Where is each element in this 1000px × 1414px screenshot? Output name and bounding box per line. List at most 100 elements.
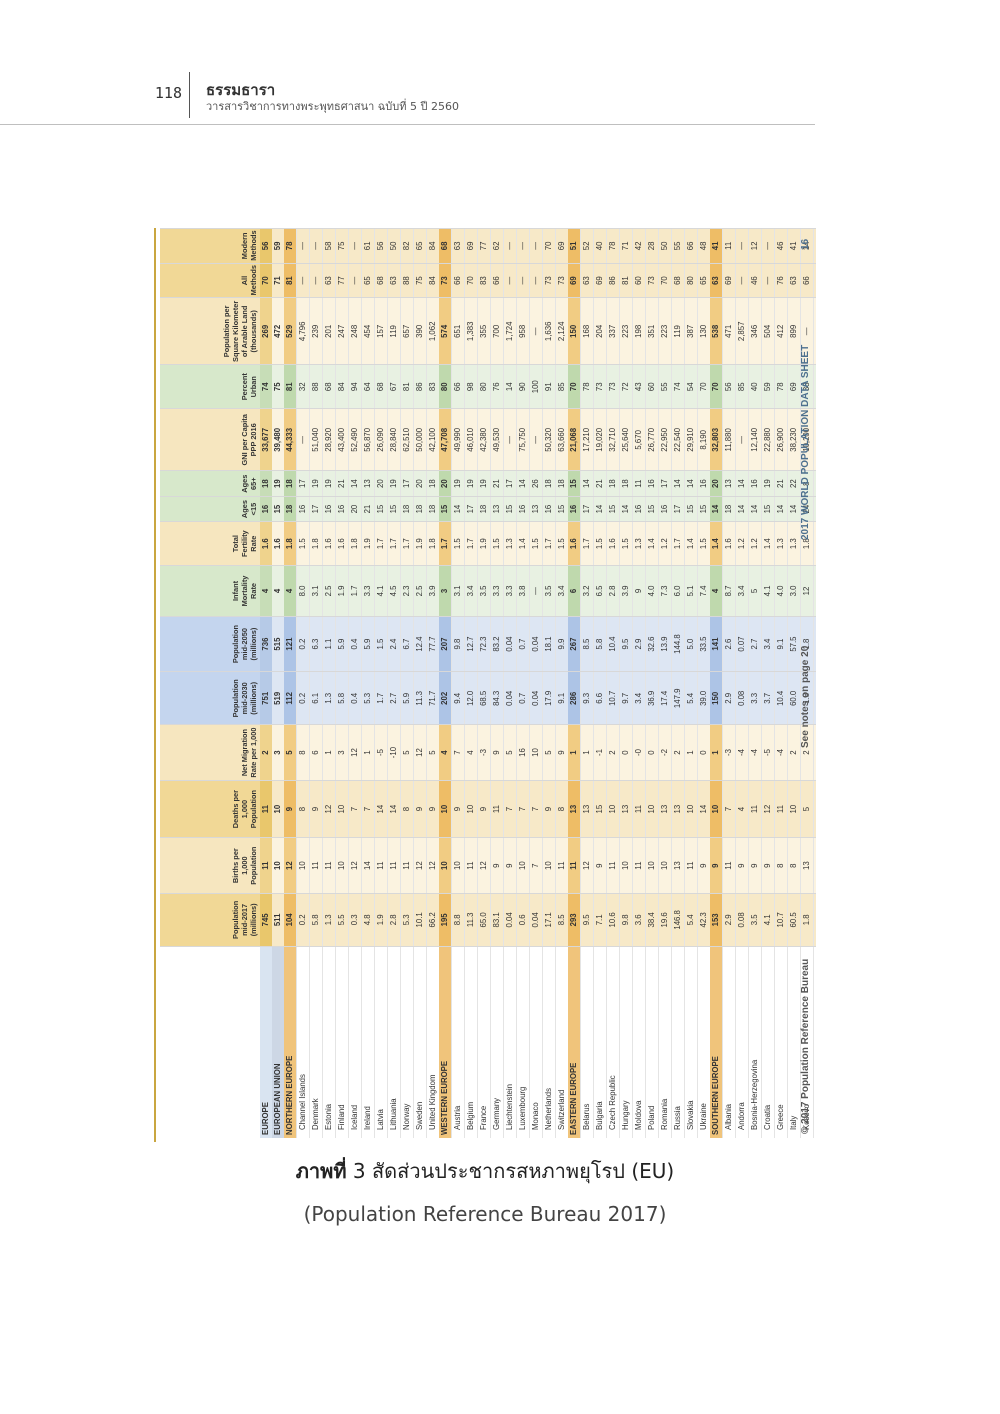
row-label: SOUTHERN EUROPE xyxy=(710,946,723,1138)
table-cell: 68 xyxy=(374,263,388,298)
table-cell: 9 xyxy=(284,780,297,838)
table-cell: 1.2 xyxy=(735,521,749,566)
table-row: SOUTHERN EUROPE 153 9 10 1 150 141 4 1.4 14 20 32,8… xyxy=(710,228,723,1138)
table-cell: 18 xyxy=(426,470,439,497)
table-cell: 12 xyxy=(322,780,336,838)
table-cell: 1.9 xyxy=(374,893,388,947)
table-cell: — xyxy=(309,263,323,298)
table-cell: 3 xyxy=(439,565,452,617)
row-label: Monaco xyxy=(529,946,543,1138)
table-cell: 17 xyxy=(309,496,323,522)
table-row: Latvia 1.9 11 14 -5 1.7 1.5 4.1 1.7 15 20 26,090 68 1… xyxy=(374,228,388,1138)
table-cell: 16 xyxy=(516,724,530,781)
table-cell: 11 xyxy=(260,780,272,838)
table-cell: 86 xyxy=(606,263,620,298)
table-cell: 55 xyxy=(658,364,672,409)
table-cell: 52,490 xyxy=(348,408,362,471)
table-cell: 5.5 xyxy=(335,893,349,947)
table-cell: 77 xyxy=(335,263,349,298)
row-label: Macedonia xyxy=(813,946,816,1138)
table-cell: 1.7 xyxy=(580,521,594,566)
table-cell: 0.6 xyxy=(516,893,530,947)
table-cell: 351 xyxy=(645,297,659,365)
table-cell: 4.5 xyxy=(387,565,401,617)
table-cell: 75,750 xyxy=(516,408,530,471)
table-cell: 4 xyxy=(710,565,723,617)
table-cell: 1.5 xyxy=(619,521,633,566)
table-cell: 9.1 xyxy=(774,616,788,672)
table-row: Ireland 4.8 14 7 1 5.3 5.9 3.3 1.9 21 13 56,870 64 45… xyxy=(361,228,375,1138)
table-cell: 515 xyxy=(272,616,284,672)
table-cell: 11 xyxy=(632,780,646,838)
table-cell: 10 xyxy=(272,837,284,894)
table-cell: 12.0 xyxy=(464,671,478,725)
table-cell: 43 xyxy=(632,364,646,409)
table-cell: 73 xyxy=(439,263,452,298)
table-cell: 69 xyxy=(464,228,478,264)
table-cell: 3.6 xyxy=(632,893,646,947)
table-cell: 0.07 xyxy=(735,616,749,672)
table-cell: 28 xyxy=(645,228,659,264)
table-cell: 4.0 xyxy=(774,565,788,617)
table-cell: 32 xyxy=(296,364,310,409)
table-cell: 0.2 xyxy=(296,893,310,947)
table-cell: 36.9 xyxy=(645,671,659,725)
table-cell: 7 xyxy=(529,837,543,894)
table-cell: 4.8 xyxy=(361,893,375,947)
table-cell: 14 xyxy=(710,496,723,522)
row-label: Ireland xyxy=(361,946,375,1138)
table-cell: 100 xyxy=(529,364,543,409)
table-cell: 15 xyxy=(568,470,581,497)
table-cell: 50 xyxy=(387,228,401,264)
table-cell: 40 xyxy=(593,228,607,264)
table-cell: 9.5 xyxy=(580,893,594,947)
table-cell: 3.7 xyxy=(761,671,775,725)
row-label: Bulgaria xyxy=(593,946,607,1138)
table-cell: 83 xyxy=(426,364,439,409)
table-cell: 2.9 xyxy=(722,671,736,725)
table-cell: 57 xyxy=(813,364,816,409)
table-cell: 17 xyxy=(464,496,478,522)
table-cell: 8.0 xyxy=(296,565,310,617)
header-pop2030: Population mid-2030 (millions) xyxy=(160,671,260,725)
table-cell: 16 xyxy=(658,496,672,522)
table-cell: 5.9 xyxy=(361,616,375,672)
table-cell: 9 xyxy=(426,780,439,838)
table-cell: 1.6 xyxy=(335,521,349,566)
table-row: Finland 5.5 10 10 3 5.8 5.9 1.9 1.6 16 21 43,400 84 2… xyxy=(335,228,349,1138)
table-cell: 1.7 xyxy=(464,521,478,566)
table-cell: 11 xyxy=(400,837,414,894)
table-cell: 81 xyxy=(400,364,414,409)
table-cell: 507 xyxy=(813,297,816,365)
table-cell: 267 xyxy=(568,616,581,672)
table-cell: -3 xyxy=(722,724,736,781)
table-cell: 14 xyxy=(516,470,530,497)
table-cell: 2 xyxy=(671,724,685,781)
table-cell: 1 xyxy=(361,724,375,781)
table-cell: -2 xyxy=(658,724,672,781)
table-cell: 64 xyxy=(361,364,375,409)
table-cell: 504 xyxy=(761,297,775,365)
table-cell: 9 xyxy=(761,837,775,894)
header-age65: Ages 65+ xyxy=(160,470,260,497)
table-cell: 9 xyxy=(555,724,568,781)
table-row: Austria 8.8 10 9 7 9.4 9.8 3.1 1.5 14 19 49,990 66 65… xyxy=(451,228,465,1138)
table-cell: 40 xyxy=(813,263,816,298)
table-cell: 5.4 xyxy=(684,671,698,725)
row-label: Sweden xyxy=(413,946,427,1138)
table-cell: 6.6 xyxy=(593,671,607,725)
table-cell: 9.5 xyxy=(619,616,633,672)
table-cell: 17.1 xyxy=(542,893,556,947)
table-cell: 11 xyxy=(555,837,568,894)
table-cell: 10 xyxy=(542,837,556,894)
table-cell: -5 xyxy=(374,724,388,781)
table-cell: 1 xyxy=(710,724,723,781)
table-cell: 958 xyxy=(516,297,530,365)
row-label: United Kingdom xyxy=(426,946,439,1138)
table-cell: -3 xyxy=(477,724,491,781)
table-cell: 6.0 xyxy=(671,565,685,617)
table-cell: 7 xyxy=(503,780,517,838)
table-cell: 56,870 xyxy=(361,408,375,471)
table-cell: 17 xyxy=(296,470,310,497)
header-imr: Infant Mortality Rate xyxy=(160,565,260,617)
